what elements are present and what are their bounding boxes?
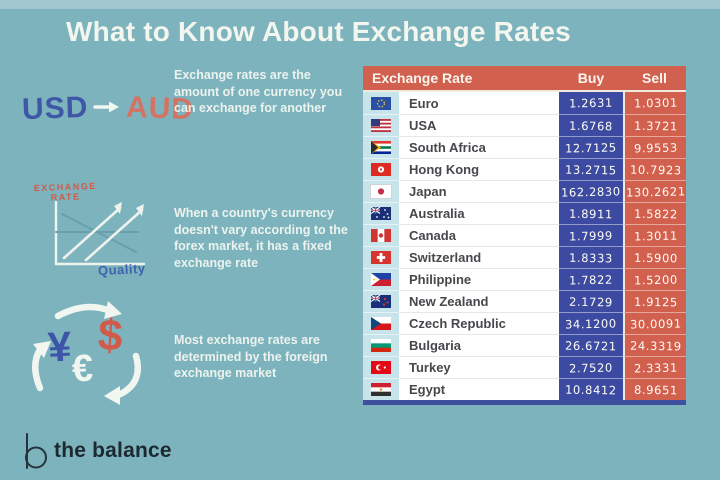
sell-value-cell: 30.0091 (623, 312, 686, 334)
table-row: Australia 1.8911 1.5822 (363, 202, 686, 224)
country-label: Australia (399, 202, 559, 224)
buy-value-cell: 13.2715 (559, 158, 623, 180)
table-row: Turkey 2.7520 2.3331 (363, 356, 686, 378)
buy-value-cell: 1.8333 (559, 246, 623, 268)
table-row: USA 1.6768 1.3721 (363, 114, 686, 136)
sell-value-cell: 9.9553 (623, 136, 686, 158)
sell-value-cell: 8.9651 (623, 378, 686, 400)
table-row: New Zealand 2.1729 1.9125 (363, 290, 686, 312)
flag-icon-euro (363, 92, 399, 114)
flag-icon-bulgaria (363, 334, 399, 356)
flag-icon-turkey (363, 356, 399, 378)
buy-value-cell: 1.6768 (559, 114, 623, 136)
table-row: Japan 162.2830 130.2621 (363, 180, 686, 202)
country-label: Philippine (399, 268, 559, 290)
exchange-rate-graph-doodle: EXCHANGE RATE Quality (18, 174, 168, 280)
right-arrow-icon (93, 99, 121, 120)
exchange-rate-table: Exchange Rate Buy Sell Euro 1.2631 1.030… (363, 66, 686, 405)
sell-value-cell: 2.3331 (623, 356, 686, 378)
flag-icon-hong-kong (363, 158, 399, 180)
usd-aud-doodle: USD AUD (21, 86, 194, 132)
flag-icon-czech-republic (363, 312, 399, 334)
country-label: Egypt (399, 378, 559, 400)
country-label: Canada (399, 224, 559, 246)
country-label: Bulgaria (399, 334, 559, 356)
table-body: Euro 1.2631 1.0301 USA 1.6768 1.3721 Sou… (363, 92, 686, 400)
sell-value-cell: 1.5200 (623, 268, 686, 290)
country-label: Hong Kong (399, 158, 559, 180)
usd-label: USD (21, 90, 89, 127)
header-exchange-rate: Exchange Rate (372, 70, 473, 86)
table-row: Canada 1.7999 1.3011 (363, 224, 686, 246)
table-row: Switzerland 1.8333 1.5900 (363, 246, 686, 268)
buy-value-cell: 162.2830 (559, 180, 623, 202)
sell-value-cell: 10.7923 (623, 158, 686, 180)
buy-value-cell: 12.7125 (559, 136, 623, 158)
dollar-icon: $ (96, 310, 124, 361)
top-band (0, 0, 720, 9)
country-label: Switzerland (399, 246, 559, 268)
country-label: Euro (399, 92, 559, 114)
table-row: Philippine 1.7822 1.5200 (363, 268, 686, 290)
yen-icon: ¥ (46, 322, 73, 371)
currency-cycle-doodle: ¥ $ € (28, 300, 148, 405)
sell-value-cell: 1.5900 (623, 246, 686, 268)
graph-axis-label: Quality (97, 260, 146, 279)
logo-text: the balance (54, 439, 172, 462)
country-label: Japan (399, 180, 559, 202)
sell-value-cell: 24.3319 (623, 334, 686, 356)
header-buy: Buy (577, 70, 605, 86)
paragraph-forex-market: Most exchange rates are determined by th… (174, 333, 328, 380)
table-row: Euro 1.2631 1.0301 (363, 92, 686, 114)
graph-axes-icon (54, 200, 146, 266)
cycle-arrows-icon (32, 301, 141, 405)
buy-value-cell: 1.8911 (559, 202, 623, 224)
paragraph-fixed-rate: When a country's currency doesn't vary a… (174, 206, 348, 270)
table-row: Czech Republic 34.1200 30.0091 (363, 312, 686, 334)
buy-value-cell: 10.8412 (559, 378, 623, 400)
table-row: South Africa 12.7125 9.9553 (363, 136, 686, 158)
sell-value-cell: 1.9125 (623, 290, 686, 312)
the-balance-logo: the balance (22, 432, 172, 470)
flag-icon-switzerland (363, 246, 399, 268)
buy-value-cell: 1.2631 (559, 92, 623, 114)
country-label: USA (399, 114, 559, 136)
sell-value-cell: 1.3011 (623, 224, 686, 246)
table-row: Bulgaria 26.6721 24.3319 (363, 334, 686, 356)
flag-icon-philippines (363, 268, 399, 290)
buy-value-cell: 1.7822 (559, 268, 623, 290)
graph-label-line2: RATE (50, 191, 81, 203)
flag-icon-south-africa (363, 136, 399, 158)
buy-value-cell: 2.7520 (559, 356, 623, 378)
table-row: Egypt 10.8412 8.9651 (363, 378, 686, 400)
flag-icon-canada (363, 224, 399, 246)
header-sell: Sell (642, 70, 667, 86)
country-label: New Zealand (399, 290, 559, 312)
table-row: Hong Kong 13.2715 10.7923 (363, 158, 686, 180)
buy-value-cell: 26.6721 (559, 334, 623, 356)
country-label: South Africa (399, 136, 559, 158)
buy-value-cell: 1.7999 (559, 224, 623, 246)
buy-value-cell: 34.1200 (559, 312, 623, 334)
sell-value-cell: 130.2621 (623, 180, 686, 202)
country-label: Czech Republic (399, 312, 559, 334)
flag-icon-egypt (363, 378, 399, 400)
table-header: Exchange Rate Buy Sell (363, 66, 686, 92)
sell-value-cell: 1.3721 (623, 114, 686, 136)
buy-value-cell: 2.1729 (559, 290, 623, 312)
flag-icon-usa (363, 114, 399, 136)
balance-logo-icon (25, 433, 47, 469)
sell-value-cell: 1.5822 (623, 202, 686, 224)
graph-label: EXCHANGE RATE (34, 181, 98, 204)
flag-icon-japan (363, 180, 399, 202)
euro-icon: € (71, 347, 94, 391)
country-label: Turkey (399, 356, 559, 378)
flag-icon-australia (363, 202, 399, 224)
flag-icon-new-zealand (363, 290, 399, 312)
sell-value-cell: 1.0301 (623, 92, 686, 114)
page-title: What to Know About Exchange Rates (66, 16, 571, 47)
paragraph-definition: Exchange rates are the amount of one cur… (174, 68, 343, 115)
